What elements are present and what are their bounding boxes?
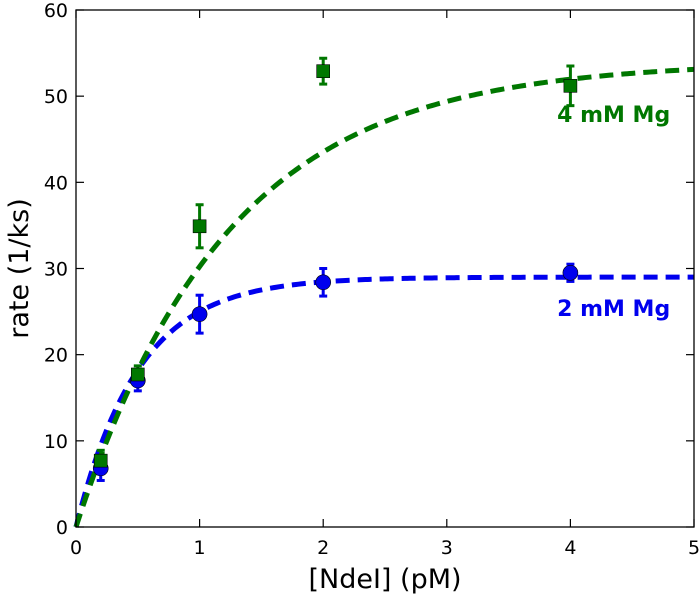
data-point-4mM [563,79,578,93]
axis-ticks [75,9,695,528]
x-tick-label: 1 [194,537,206,559]
y-tick-label: 30 [44,259,68,281]
x-tick-label: 5 [688,537,700,559]
data-point-2mM [191,306,208,322]
y-tick-label: 60 [44,0,68,22]
data-point-4mM [93,453,108,468]
fit-curves [73,66,695,528]
annotation-4mM: 4 mM Mg [557,103,670,128]
data-point-4mM [192,219,207,234]
x-axis-title: [NdeI] (pM) [308,564,461,595]
data-point-4mM [131,367,145,382]
x-tick-label: 0 [70,537,82,559]
y-tick-label: 50 [44,86,68,108]
plot-frame [75,9,695,528]
error-bars [96,56,575,482]
y-tick-label: 0 [56,517,68,539]
y-tick-label: 40 [44,172,68,194]
fit-curve-2mM [73,274,694,528]
data-markers [92,64,579,477]
x-tick-label: 4 [564,537,576,559]
x-tick-label: 3 [441,537,453,559]
x-tick-label: 2 [317,537,329,559]
y-tick-label: 20 [44,345,68,367]
data-point-4mM [316,64,331,78]
data-point-2mM [315,274,332,291]
y-axis-title: rate (1/ks) [4,198,35,338]
data-point-2mM [562,265,579,281]
annotations: 4 mM Mg 2 mM Mg [557,103,670,322]
y-tick-label: 10 [44,431,68,453]
annotation-2mM: 2 mM Mg [557,297,670,322]
fit-curve-4mM [73,66,695,528]
